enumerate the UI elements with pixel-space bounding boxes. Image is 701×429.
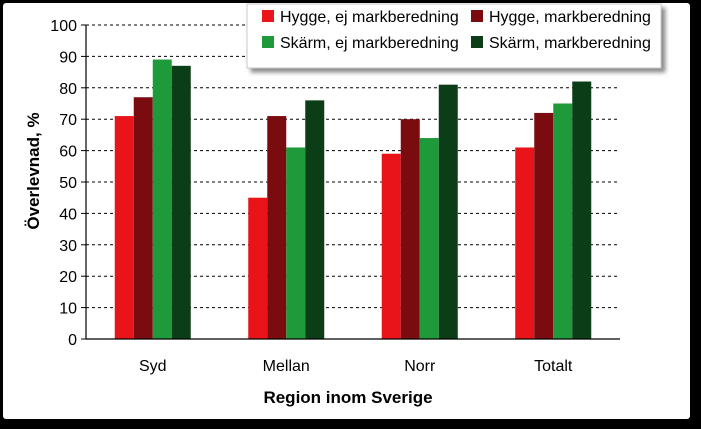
y-tick-label: 40 [59,206,77,223]
x-tick-label: Syd [139,358,167,375]
legend-box [246,3,662,69]
x-axis-title: Region inom Sverige [263,388,432,407]
bar [553,103,573,339]
legend-swatch [262,36,274,48]
bar [114,116,134,339]
bar [400,119,420,339]
y-tick-label: 20 [59,269,77,286]
y-tick-label: 70 [59,112,77,129]
bars [114,59,592,340]
bar [305,100,325,339]
bar [438,84,458,339]
x-tick-label: Mellan [263,358,310,375]
bar-chart: 0 10 20 30 40 50 60 70 80 90 100 Syd Mellan Norr Tota… [24,3,662,407]
y-tick-label: 30 [59,238,77,255]
y-tick-label: 0 [68,332,77,349]
bar [171,65,191,339]
bar [419,138,439,339]
bar [133,97,153,339]
y-tick-labels: 0 10 20 30 40 50 60 70 80 90 100 [50,18,86,349]
legend-label: Skärm, markberedning [489,35,651,52]
y-tick-label: 50 [59,175,77,192]
bar [152,59,172,339]
y-tick-label: 100 [50,18,77,35]
bar [534,112,554,339]
bar [381,153,401,339]
y-tick-label: 10 [59,301,77,318]
y-tick-label: 80 [59,81,77,98]
legend: Hygge, ej markberedning Hygge, markberedn… [246,3,662,69]
bar [248,197,268,339]
bar [572,81,592,340]
bar [286,147,306,339]
x-tick-labels: Syd Mellan Norr Totalt [139,358,573,375]
bar [515,147,535,339]
legend-swatch [471,36,483,48]
x-tick-label: Totalt [534,358,573,375]
y-axis-title: Överlevnad, % [24,112,43,229]
bar [267,116,287,339]
legend-swatch [471,10,483,22]
legend-label: Skärm, ej markberedning [280,35,459,52]
y-tick-label: 90 [59,49,77,66]
x-tick-label: Norr [404,358,436,375]
chart-frame: 0 10 20 30 40 50 60 70 80 90 100 Syd Mellan Norr Tota… [3,3,690,419]
y-tick-label: 60 [59,144,77,161]
legend-label: Hygge, ej markberedning [280,9,459,26]
legend-swatch [262,10,274,22]
legend-label: Hygge, markberedning [489,9,651,26]
